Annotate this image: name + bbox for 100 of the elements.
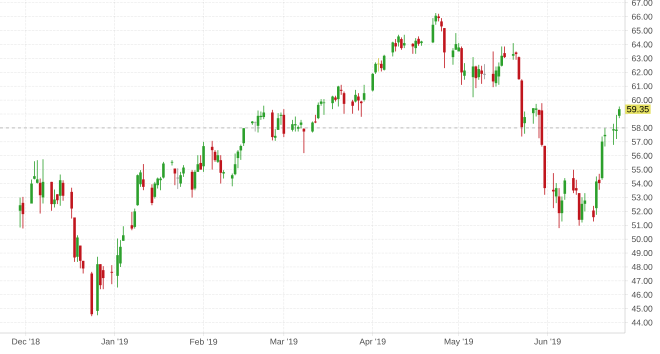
y-tick-label: 65.00 xyxy=(632,28,652,34)
candlestick xyxy=(176,168,180,190)
candlestick xyxy=(42,158,44,204)
candlestick xyxy=(532,108,535,124)
y-tick-label: 48.00 xyxy=(632,264,652,270)
candlestick xyxy=(554,182,558,204)
candlestick xyxy=(50,181,53,212)
candlestick xyxy=(371,72,374,92)
candlestick xyxy=(503,46,506,59)
x-tick-label: May '19 xyxy=(444,338,474,346)
candlestick xyxy=(38,178,42,214)
candlestick xyxy=(116,238,119,288)
candlestick xyxy=(256,110,260,133)
x-tick-label: Jun '19 xyxy=(534,338,561,345)
candlestick xyxy=(558,188,560,229)
candlestick xyxy=(472,56,474,98)
y-tick-label: 61.00 xyxy=(632,83,652,90)
candlestick xyxy=(62,180,64,202)
candlestick xyxy=(351,99,354,114)
y-tick-label: 54.00 xyxy=(632,180,652,187)
candlestick xyxy=(22,196,24,229)
candlestick xyxy=(102,266,105,290)
candlestick xyxy=(222,170,225,179)
candlestick xyxy=(402,34,406,49)
candlestick xyxy=(331,95,334,110)
candlestick xyxy=(294,116,297,132)
candlestick xyxy=(202,141,205,172)
candlestick xyxy=(174,168,176,186)
candlestick xyxy=(282,108,286,138)
y-tick-label: 45.00 xyxy=(632,306,652,312)
candlestick xyxy=(130,211,134,231)
y-tick-label: 62.00 xyxy=(632,69,652,76)
candlestick xyxy=(414,38,418,54)
candlestick xyxy=(483,64,486,80)
candlestick xyxy=(142,164,145,191)
candlestick xyxy=(18,197,22,228)
annotation: 59.35 xyxy=(627,106,649,112)
y-tick-label: 56.00 xyxy=(632,152,652,159)
candlestick xyxy=(82,260,84,274)
y-tick-label: 58.00 xyxy=(632,124,652,131)
candlestick xyxy=(99,264,102,290)
candlestick xyxy=(354,89,357,103)
candlestick xyxy=(362,84,366,102)
candlestick xyxy=(316,102,320,120)
candlestick xyxy=(242,128,245,146)
y-tick-label: 60.00 xyxy=(632,97,652,104)
candlestick xyxy=(560,196,564,222)
candlestick xyxy=(417,36,420,46)
candlestick xyxy=(216,150,220,164)
y-tick-label: 44.00 xyxy=(632,320,652,326)
candlestick xyxy=(53,189,56,208)
x-tick-label: Mar '19 xyxy=(270,338,298,345)
candlestick xyxy=(150,184,154,206)
x-tick-label: Jan '19 xyxy=(101,338,128,345)
candlestick xyxy=(199,154,202,170)
y-tick-label: 57.00 xyxy=(632,138,652,145)
x-tick-label: Dec '18 xyxy=(12,338,40,345)
candlestick xyxy=(463,62,466,80)
candlestick xyxy=(76,234,79,262)
candlestick xyxy=(412,42,414,54)
candlestick xyxy=(314,114,317,124)
candlestick xyxy=(397,34,400,47)
candlestick xyxy=(474,65,478,89)
y-tick-label: 67.00 xyxy=(632,0,652,6)
candlestick xyxy=(391,41,394,57)
candlestick xyxy=(523,111,526,134)
y-tick-label: 66.00 xyxy=(632,14,652,20)
y-tick-label: 49.00 xyxy=(632,250,652,256)
candlestick xyxy=(357,92,360,111)
candlestick xyxy=(377,58,380,72)
candlestick xyxy=(33,160,36,180)
y-tick-label: 52.00 xyxy=(632,208,652,214)
candlestick xyxy=(492,51,494,88)
y-tick-label: 55.00 xyxy=(632,166,652,173)
candlestick xyxy=(311,121,314,133)
candlestick xyxy=(512,42,514,60)
candlestick xyxy=(394,38,397,52)
candlestick xyxy=(400,37,403,50)
y-tick-label: 63.00 xyxy=(632,55,652,62)
candlestick xyxy=(36,160,39,184)
candlestick xyxy=(580,196,584,223)
y-tick-label: 46.00 xyxy=(632,292,652,298)
candlestick xyxy=(190,170,194,198)
candlestick xyxy=(534,103,538,117)
candlestick xyxy=(494,66,498,87)
candlestick xyxy=(30,179,33,204)
candlestick xyxy=(374,62,377,74)
candlestick xyxy=(219,154,222,184)
x-tick-label: Feb '19 xyxy=(190,338,218,345)
candlestick xyxy=(58,174,62,206)
candlestick xyxy=(262,105,266,120)
candlestick xyxy=(154,181,156,199)
candlestick xyxy=(564,178,566,200)
candlestick xyxy=(592,206,595,222)
candlestick xyxy=(480,65,483,84)
candlestick xyxy=(478,64,480,80)
candlestick xyxy=(78,245,82,269)
candlestick xyxy=(572,169,575,194)
candlestick xyxy=(452,48,454,66)
x-tick-label: Apr '19 xyxy=(359,338,386,346)
